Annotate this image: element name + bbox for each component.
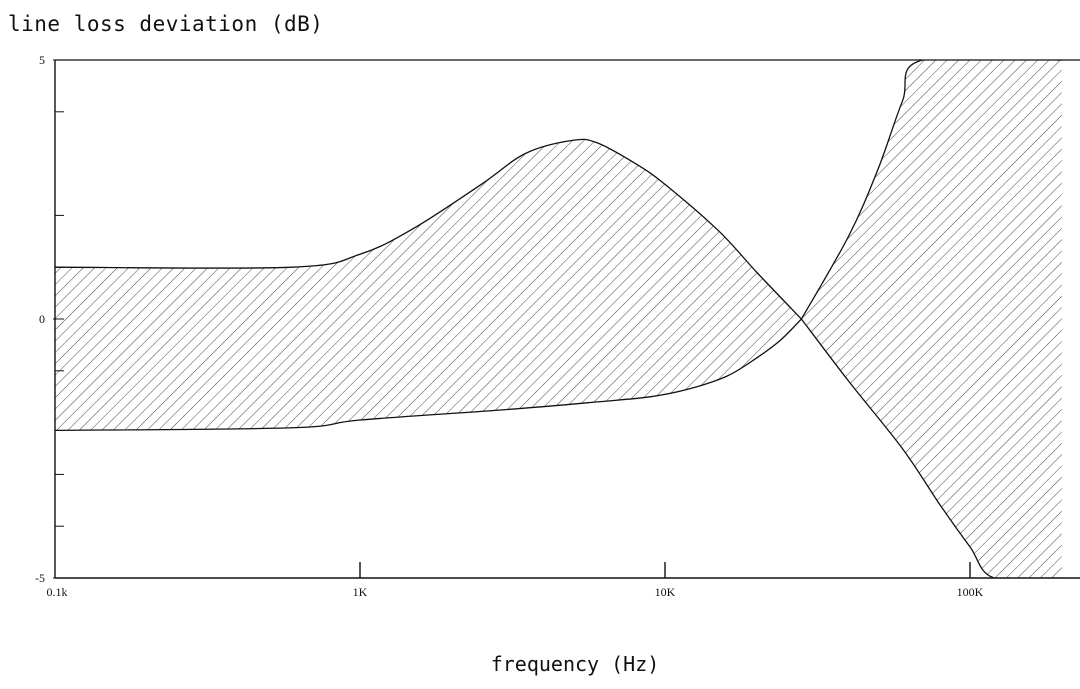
y-tick-label: -5 bbox=[35, 571, 45, 585]
x-axis-label: frequency (Hz) bbox=[490, 652, 660, 676]
y-tick-label: 5 bbox=[39, 53, 45, 67]
y-axis-label: line loss deviation (dB) bbox=[8, 12, 324, 36]
tolerance-region-1 bbox=[55, 139, 802, 431]
x-tick-label: 0.1k bbox=[47, 585, 68, 599]
region-2-upper-boundary bbox=[800, 60, 1062, 320]
x-tick-label: 10K bbox=[655, 585, 676, 599]
region-2-lower-boundary bbox=[800, 318, 1062, 578]
x-tick-label: 1K bbox=[353, 585, 368, 599]
x-tick-label: 100K bbox=[957, 585, 984, 599]
region-1-upper-boundary bbox=[55, 138, 802, 320]
y-tick-label: 0 bbox=[39, 312, 45, 326]
region-1-lower-boundary bbox=[55, 318, 802, 432]
tolerance-region-2 bbox=[801, 60, 1062, 578]
